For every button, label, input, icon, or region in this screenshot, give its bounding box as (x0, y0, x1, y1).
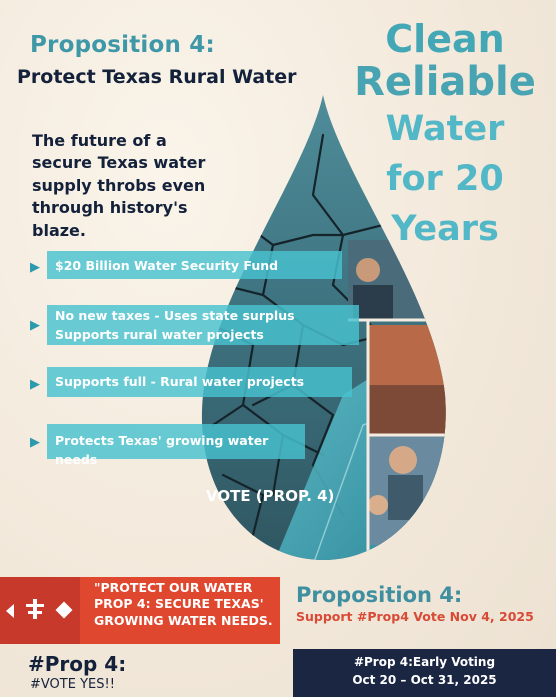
bullet-item-rural-projects: Supports full - Rural water projects (47, 367, 352, 397)
early-voting-dates: Oct 20 – Oct 31, 2025 (352, 673, 497, 687)
early-voting-label: #Prop 4:Early Voting (353, 655, 496, 669)
banner-line: "PROTECT OUR WATER (94, 580, 253, 595)
banner-line: GROWING WATER NEEDS. (94, 612, 273, 628)
crest-icon (26, 599, 44, 619)
headline-reliable: Reliable (354, 59, 536, 105)
bullet-text: No new taxes - Uses state surplus (55, 308, 295, 323)
headline-water: Water (385, 109, 505, 149)
bullet-text: Supports full - Rural water projects (55, 374, 305, 389)
early-voting-box (293, 649, 556, 697)
triangle-bullet-icon: ▶ (30, 260, 40, 275)
banner-line: PROP 4: SECURE TEXAS' (94, 596, 264, 612)
footer-proposition-title: Proposition 4: (296, 583, 463, 607)
headline-clean: Clean (385, 17, 505, 61)
tagline: The future of a secure Texas water suppl… (32, 131, 206, 240)
headline-for-20: for 20 (386, 159, 504, 199)
bullet-item-water-fund: $20 Billion Water Security Fund (47, 251, 342, 279)
triangle-bullet-icon: ▶ (30, 435, 40, 450)
bullet-text: Protects Texas' growing water needs (55, 433, 269, 467)
chevron-left-icon (6, 604, 14, 618)
proposition-title: Proposition 4: (30, 32, 215, 58)
banner-text: "PROTECT OUR WATER PROP 4: SECURE TEXAS'… (94, 580, 280, 629)
vote-yes-hashtag: #VOTE YES!! (30, 677, 115, 692)
vote-label: VOTE (PROP. 4) (206, 487, 335, 505)
bullet-text: $20 Billion Water Security Fund (55, 258, 279, 273)
proposition-subtitle: Protect Texas Rural Water (17, 66, 297, 88)
bullet-text: Supports rural water projects (55, 326, 264, 342)
bullet-item-no-new-taxes: No new taxes - Uses state surplus Suppor… (47, 305, 359, 345)
bullet-item-growing-needs: Protects Texas' growing water needs (47, 424, 305, 467)
support-vote-date: Support #Prop4 Vote Nov 4, 2025 (296, 609, 534, 624)
headline-years: Years (391, 209, 499, 249)
hashtag-prop4: #Prop 4: (28, 652, 127, 676)
triangle-bullet-icon: ▶ (30, 318, 40, 333)
triangle-bullet-icon: ▶ (30, 377, 40, 392)
